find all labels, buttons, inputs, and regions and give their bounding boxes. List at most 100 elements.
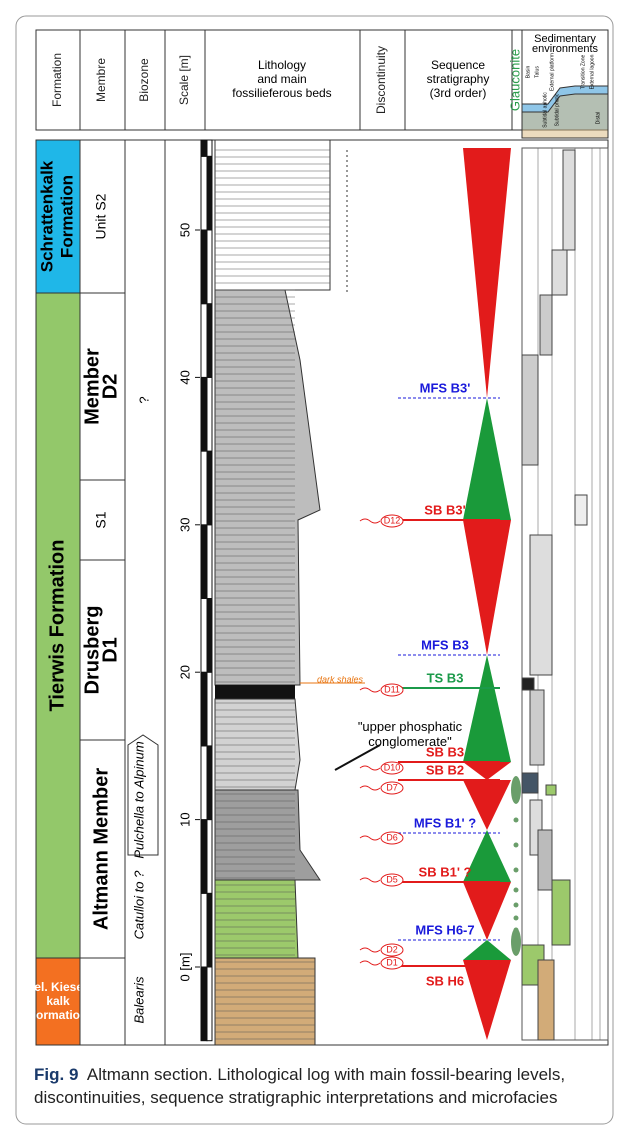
annotation: "upper phosphatic [358,719,463,734]
disc-wave [360,519,380,523]
sequence-triangle [463,520,511,655]
formation-label: Formation [57,175,76,258]
scale-seg [201,820,207,894]
scale-seg [207,893,212,967]
env-bar [546,785,556,795]
disc-wave [360,688,380,692]
scale-seg [207,140,212,156]
scale-label: 0 [m] [177,953,192,982]
disc-wave [360,961,380,965]
env-label: External lagoon [589,54,595,89]
env-zone: Subtidal photic [554,93,560,126]
disc-wave [360,948,380,952]
scale-seg [201,451,207,525]
scale-seg [201,967,207,1041]
disc-wave [360,786,380,790]
env-bar [540,295,552,355]
scale-seg [207,451,212,525]
disc-label: D7 [386,782,398,792]
env-bar [522,678,534,690]
caption-text: Altmann section. Lithological log with m… [34,1065,565,1107]
env-zone: Subtidal aphotic [542,92,548,128]
glauconite [514,888,519,893]
sequence-label: SB H6 [426,973,464,988]
sequence-label: TS B3 [427,670,464,685]
sequence-label: SB B3' [424,502,465,517]
biozone-label: Balearis [131,976,146,1023]
scale-seg [207,967,212,1041]
sequence-triangle [463,762,511,780]
member-box [80,958,125,1045]
header-label: Formation [50,53,64,107]
header-label: Biozone [137,58,151,102]
scale-seg [201,304,207,378]
header-label: (3rd order) [430,86,487,100]
env-bar [530,535,552,675]
disc-label: D11 [384,684,400,694]
scale-label: 20 [177,665,192,679]
formation-label: kalk [46,994,70,1008]
glauconite [514,916,519,921]
scale-seg [207,377,212,451]
scale-seg [201,672,207,746]
formation-label: Formation [29,1008,88,1022]
lith-dark [215,685,295,699]
sequence-label: MFS H6-7 [415,922,474,937]
header-label: and main [257,72,306,86]
scale-seg [207,820,212,894]
scale-seg [207,525,212,599]
env-label: Talus [534,66,540,78]
scale-seg [201,525,207,599]
member-label: D2 [99,374,121,400]
scale-seg [201,377,207,451]
lith-green [215,880,298,958]
glauconite [514,818,519,823]
sequence-triangle [463,655,511,762]
member-label: D1 [99,637,121,663]
glauconite [511,776,521,804]
scale-label: 10 [177,812,192,826]
scale-seg [201,599,207,673]
scale-seg [201,140,207,156]
disc-label: D5 [386,874,398,884]
sequence-triangle [463,940,511,960]
scale-label: 50 [177,223,192,237]
lith-top [215,140,330,290]
glauconite [514,843,519,848]
env-bar [552,880,570,945]
disc-label: D12 [384,515,401,525]
header-label: Discontinuity [374,46,388,114]
header-label: stratigraphy [427,72,490,86]
header-label: fossilieferous beds [232,86,331,100]
lith-grey2 [215,699,300,790]
member-label: S1 [93,511,109,528]
env-bar [538,830,552,890]
biozone-label: ? [136,396,151,403]
formation-label: Schrattenkalk [37,160,56,272]
env-label: External platform [549,53,555,91]
member-label: Unit S2 [93,193,109,239]
header-label: Sequence [431,58,485,72]
scale-label: 30 [177,518,192,532]
scale-seg [207,230,212,304]
env-title: environments [532,43,599,55]
disc-label: D1 [386,957,398,967]
scale-seg [207,156,212,230]
caption: Fig. 9 Altmann section. Lithological log… [34,1063,604,1109]
env-zone: Distal [595,112,601,125]
sequence-label: SB B1' ? [419,864,472,879]
sequence-label: SB B3 [426,744,464,759]
member-label: Altmann Member [90,768,112,930]
sequence-label: MFS B1' ? [414,815,476,830]
header-label: Lithology [258,58,306,72]
header-label: Membre [94,58,108,102]
disc-label: D2 [386,944,398,954]
env-bar [552,250,567,295]
sequence-label: MFS B3' [420,380,471,395]
disc-wave [360,878,380,882]
scale-seg [201,156,207,230]
sequence-label: MFS B3 [421,637,469,652]
disc-label: D10 [384,762,401,772]
sequence-triangle [463,148,511,398]
disc-wave [360,766,380,770]
